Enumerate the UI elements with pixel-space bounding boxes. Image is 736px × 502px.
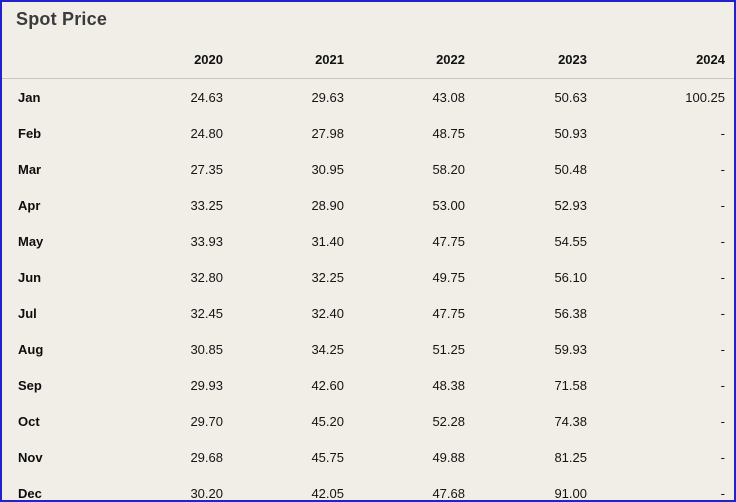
- row-label-month: Apr: [18, 197, 41, 213]
- table-row: Sep 29.93 42.60 48.38 71.58 -: [2, 367, 734, 403]
- table-cell: 91.00: [554, 485, 587, 501]
- row-label-month: Oct: [18, 413, 40, 429]
- table-cell: 24.63: [190, 89, 223, 105]
- column-header-2022: 2022: [347, 38, 468, 79]
- table-cell: 32.40: [311, 305, 344, 321]
- table-cell: 29.70: [190, 413, 223, 429]
- table-cell: 50.63: [554, 89, 587, 105]
- table-cell: 52.28: [432, 413, 465, 429]
- table-cell: -: [720, 413, 725, 429]
- table-cell: 31.40: [311, 233, 344, 249]
- table-cell: 27.98: [311, 125, 344, 141]
- table-cell: 43.08: [432, 89, 465, 105]
- table-cell: 47.75: [432, 233, 465, 249]
- table-cell: 45.20: [311, 413, 344, 429]
- table-cell: -: [720, 305, 725, 321]
- table-cell: 71.58: [554, 377, 587, 393]
- table-cell: 50.93: [554, 125, 587, 141]
- table-cell: 32.80: [190, 269, 223, 285]
- table-row: Jul 32.45 32.40 47.75 56.38 -: [2, 295, 734, 331]
- table-cell: 48.75: [432, 125, 465, 141]
- table-cell: 47.68: [432, 485, 465, 501]
- header-row: 2020 2021 2022 2023 2024: [2, 38, 734, 79]
- table-cell: 27.35: [190, 161, 223, 177]
- row-label-month: Aug: [18, 341, 44, 357]
- table-cell: 42.60: [311, 377, 344, 393]
- column-header-2024: 2024: [590, 38, 734, 79]
- row-label-month: Jan: [18, 89, 41, 105]
- table-cell: 51.25: [432, 341, 465, 357]
- table-cell: 100.25: [685, 89, 725, 105]
- table-cell: -: [720, 161, 725, 177]
- table-cell: 56.10: [554, 269, 587, 285]
- table-cell: 32.45: [190, 305, 223, 321]
- table-row: Nov 29.68 45.75 49.88 81.25 -: [2, 439, 734, 475]
- row-label-month: Dec: [18, 485, 42, 501]
- table-cell: -: [720, 485, 725, 501]
- table-row: Dec 30.20 42.05 47.68 91.00 -: [2, 475, 734, 501]
- table-cell: 81.25: [554, 449, 587, 465]
- table-cell: 29.93: [190, 377, 223, 393]
- row-label-month: Nov: [18, 449, 43, 465]
- table-cell: 29.63: [311, 89, 344, 105]
- table-row: Mar 27.35 30.95 58.20 50.48 -: [2, 151, 734, 187]
- table-row: Jan 24.63 29.63 43.08 50.63 100.25: [2, 79, 734, 116]
- column-header-2020: 2020: [106, 38, 226, 79]
- table-row: Jun 32.80 32.25 49.75 56.10 -: [2, 259, 734, 295]
- table-cell: 45.75: [311, 449, 344, 465]
- page-title: Spot Price: [16, 9, 108, 29]
- table-cell: 42.05: [311, 485, 344, 501]
- table-cell: 50.48: [554, 161, 587, 177]
- table-cell: 32.25: [311, 269, 344, 285]
- table-cell: -: [720, 125, 725, 141]
- table-cell: 49.88: [432, 449, 465, 465]
- table-cell: 30.95: [311, 161, 344, 177]
- table-row: May 33.93 31.40 47.75 54.55 -: [2, 223, 734, 259]
- column-header-2021: 2021: [226, 38, 347, 79]
- table-cell: 24.80: [190, 125, 223, 141]
- table-cell: -: [720, 197, 725, 213]
- table-cell: 48.38: [432, 377, 465, 393]
- table-cell: -: [720, 233, 725, 249]
- row-label-month: Sep: [18, 377, 42, 393]
- table-row: Oct 29.70 45.20 52.28 74.38 -: [2, 403, 734, 439]
- table-cell: 59.93: [554, 341, 587, 357]
- table-cell: 58.20: [432, 161, 465, 177]
- table-cell: -: [720, 377, 725, 393]
- row-label-month: Feb: [18, 125, 42, 141]
- table-row: Apr 33.25 28.90 53.00 52.93 -: [2, 187, 734, 223]
- table-cell: 49.75: [432, 269, 465, 285]
- table-row: Aug 30.85 34.25 51.25 59.93 -: [2, 331, 734, 367]
- row-label-month: Jun: [18, 269, 42, 285]
- row-label-month: Mar: [18, 161, 42, 177]
- column-header-month: [2, 38, 106, 79]
- table-cell: 34.25: [311, 341, 344, 357]
- table-cell: 30.20: [190, 485, 223, 501]
- table-cell: 54.55: [554, 233, 587, 249]
- table-cell: -: [720, 269, 725, 285]
- table-cell: 33.93: [190, 233, 223, 249]
- column-header-2023: 2023: [468, 38, 590, 79]
- table-cell: 56.38: [554, 305, 587, 321]
- table-cell: 52.93: [554, 197, 587, 213]
- spot-price-table: 2020 2021 2022 2023 2024 Jan 24.63 29.63 43…: [2, 38, 734, 501]
- table-cell: 29.68: [190, 449, 223, 465]
- row-label-month: Jul: [18, 305, 37, 321]
- table-cell: 30.85: [190, 341, 223, 357]
- table-cell: 74.38: [554, 413, 587, 429]
- table-cell: -: [720, 449, 725, 465]
- table-cell: 33.25: [190, 197, 223, 213]
- row-label-month: May: [18, 233, 44, 249]
- table-row: Feb 24.80 27.98 48.75 50.93 -: [2, 115, 734, 151]
- table-cell: 28.90: [311, 197, 344, 213]
- table-cell: 53.00: [432, 197, 465, 213]
- table-cell: 47.75: [432, 305, 465, 321]
- table-body: Jan 24.63 29.63 43.08 50.63 100.25 Feb 24.80 27.…: [2, 79, 734, 501]
- table-cell: -: [720, 341, 725, 357]
